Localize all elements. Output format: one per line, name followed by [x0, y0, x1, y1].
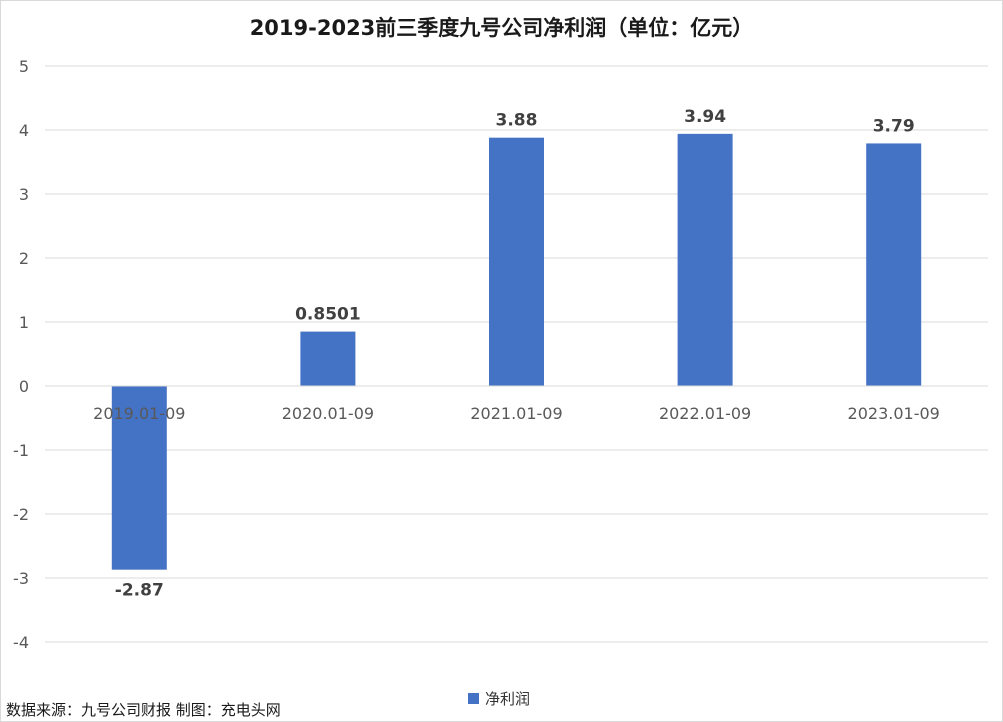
bars — [111, 133, 922, 570]
y-tick-label: -2 — [13, 505, 29, 524]
data-label: 0.8501 — [295, 305, 361, 325]
y-tick-label: 2 — [19, 249, 29, 268]
bar — [866, 143, 922, 386]
x-tick-label: 2019.01-09 — [93, 404, 185, 423]
legend: 净利润 — [468, 688, 530, 709]
x-tick-label: 2021.01-09 — [470, 404, 562, 423]
bar — [111, 386, 167, 570]
y-tick-label: 4 — [19, 121, 29, 140]
bar — [300, 331, 356, 386]
bar — [677, 133, 733, 386]
y-tick-label: 0 — [19, 377, 29, 396]
gridlines — [45, 65, 988, 643]
data-label: 3.94 — [684, 107, 726, 127]
chart-title: 2019-2023前三季度九号公司净利润（单位：亿元） — [249, 16, 754, 40]
x-tick-label: 2022.01-09 — [659, 404, 751, 423]
data-label: 3.79 — [873, 116, 915, 136]
x-tick-label: 2020.01-09 — [282, 404, 374, 423]
data-label: -2.87 — [115, 581, 164, 601]
data-label: 3.88 — [496, 111, 538, 131]
data-labels: -2.87 0.8501 3.88 3.94 3.79 — [115, 107, 915, 601]
y-tick-label: -1 — [13, 441, 29, 460]
legend-swatch-net-profit — [468, 693, 479, 704]
bar — [489, 137, 544, 386]
legend-label-net-profit: 净利润 — [485, 690, 531, 708]
y-tick-label: 3 — [19, 185, 29, 204]
x-tick-label: 2023.01-09 — [848, 404, 940, 423]
y-tick-label: 5 — [19, 57, 29, 76]
y-tick-label: 1 — [19, 313, 29, 332]
x-axis-ticks: 2019.01-09 2020.01-09 2021.01-09 2022.01-09… — [93, 404, 940, 423]
y-tick-label: -4 — [13, 633, 29, 652]
source-note: 数据来源：九号公司财报 制图：充电头网 — [6, 701, 281, 719]
y-tick-label: -3 — [13, 569, 29, 588]
y-axis-ticks: 5 4 3 2 1 0 -1 -2 -3 -4 — [13, 57, 29, 652]
